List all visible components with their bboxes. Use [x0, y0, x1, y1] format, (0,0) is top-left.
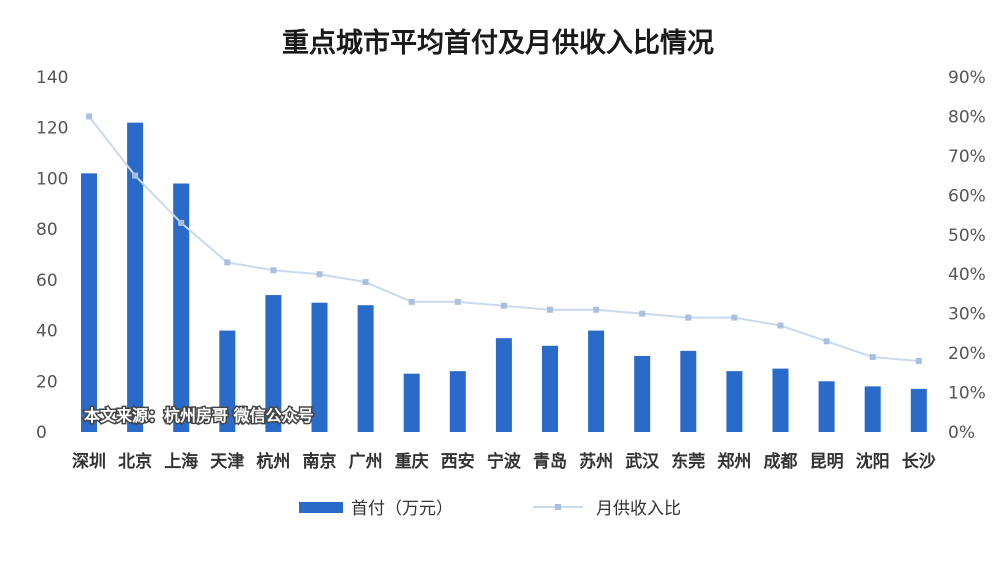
right-axis-tick-label: 60%	[948, 186, 986, 206]
left-axis-tick-label: 100	[36, 169, 68, 189]
category-label: 重庆	[395, 451, 429, 472]
bar	[81, 173, 97, 432]
right-axis-tick-label: 20%	[948, 344, 986, 364]
bar	[357, 305, 374, 432]
line-point	[178, 219, 185, 226]
bar	[680, 350, 697, 432]
right-axis-tick-label: 40%	[948, 265, 986, 285]
left-axis-tick-label: 120	[36, 119, 68, 139]
line-point	[777, 322, 784, 329]
right-axis-tick-label: 30%	[948, 305, 986, 325]
right-axis-tick-label: 70%	[948, 147, 986, 167]
line-point	[362, 279, 369, 286]
right-axis-tick-label: 80%	[948, 107, 986, 127]
left-axis-tick-label: 60	[36, 271, 58, 291]
bar	[910, 388, 927, 432]
line-point	[500, 302, 507, 309]
legend: 首付（万元） 月供收入比	[299, 499, 681, 519]
category-label: 青岛	[533, 451, 567, 472]
bar	[864, 386, 881, 432]
legend-bar-label: 首付（万元）	[351, 499, 453, 519]
left-axis-tick-label: 40	[36, 322, 58, 342]
legend-line-label: 月供收入比	[596, 499, 681, 519]
bar	[542, 345, 558, 432]
right-axis-tick-label: 0%	[948, 423, 975, 443]
bar	[772, 368, 789, 432]
line-point	[869, 354, 876, 361]
left-axis-tick-label: 0	[36, 423, 47, 443]
chart-title: 重点城市平均首付及月供收入比情况	[282, 27, 714, 59]
line-point	[86, 113, 92, 120]
bar	[265, 295, 282, 432]
line-point	[685, 314, 692, 321]
line-point	[270, 267, 277, 274]
category-label: 深圳	[72, 451, 106, 472]
bar	[495, 338, 512, 432]
category-label: 上海	[164, 451, 198, 472]
legend-line-marker	[555, 504, 561, 510]
x-axis-categories: 深圳 北京 上海 天津 杭州 南京 广州 重庆 西安 宁波 青岛 苏州 武汉 东莞 郑州 成都 昆明 沈阳 长沙	[72, 451, 936, 472]
line-point	[547, 306, 553, 313]
line-point	[316, 271, 323, 278]
category-label: 杭州	[256, 451, 290, 472]
bar-series	[81, 122, 927, 433]
line-point	[224, 259, 231, 266]
category-label: 西安	[441, 451, 475, 472]
line-point	[408, 298, 415, 305]
category-label: 成都	[764, 451, 798, 472]
left-axis-tick-label: 20	[36, 372, 58, 392]
category-label: 天津	[210, 451, 244, 472]
bar	[127, 122, 144, 433]
line-point	[639, 310, 646, 317]
bar	[588, 330, 605, 432]
left-y-axis: 0 20 40 60 80 100 120 140	[36, 68, 68, 443]
line-point	[454, 298, 461, 305]
right-axis-tick-label: 10%	[948, 384, 986, 404]
bar	[173, 183, 190, 432]
category-label: 广州	[349, 451, 383, 472]
bar	[311, 302, 328, 432]
bar	[449, 371, 466, 432]
line-point	[915, 358, 922, 364]
legend-bar-swatch	[299, 502, 343, 513]
category-label: 昆明	[810, 452, 844, 472]
bar	[634, 355, 651, 432]
left-axis-tick-label: 80	[36, 220, 58, 240]
right-y-axis: 0% 10% 20% 30% 40% 50% 60% 70% 80% 90%	[948, 68, 986, 443]
line-point	[132, 172, 139, 179]
category-label: 郑州	[717, 451, 751, 472]
category-label: 东莞	[671, 451, 705, 472]
bar	[818, 381, 835, 432]
line-point	[731, 314, 738, 321]
bar	[219, 330, 236, 432]
line-point	[593, 306, 600, 313]
category-label: 长沙	[902, 451, 936, 472]
series-line	[88, 115, 919, 362]
category-label: 北京	[118, 451, 152, 472]
line-series	[86, 113, 922, 364]
category-label: 沈阳	[856, 451, 890, 472]
watermark-text: 本文来源：杭州房哥 微信公众号	[84, 406, 314, 425]
right-axis-tick-label: 90%	[948, 68, 986, 88]
category-label: 宁波	[487, 451, 522, 472]
left-axis-tick-label: 140	[36, 68, 68, 88]
category-label: 南京	[303, 451, 337, 472]
category-label: 苏州	[579, 451, 613, 472]
bar	[403, 373, 420, 432]
right-axis-tick-label: 50%	[948, 226, 986, 246]
line-point	[823, 338, 830, 345]
category-label: 武汉	[625, 451, 660, 472]
bar	[726, 371, 743, 432]
